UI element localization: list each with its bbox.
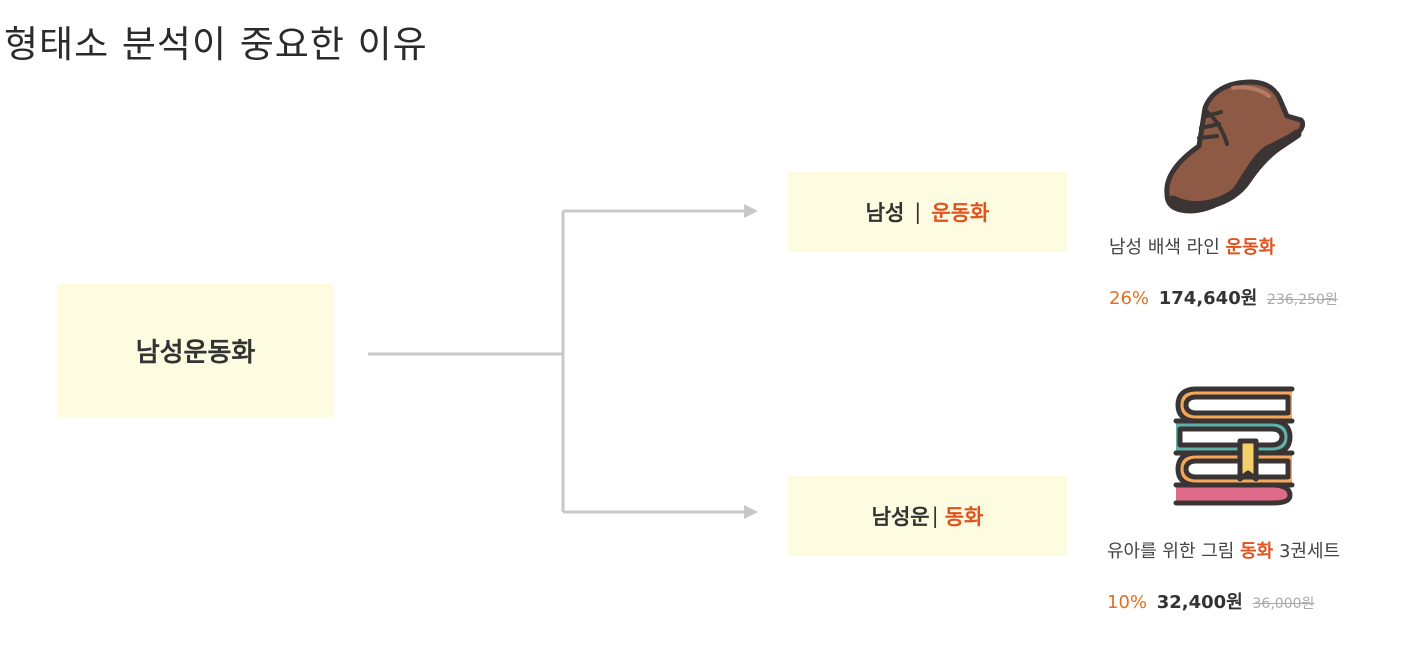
product-name-prefix: 남성 배색 라인 bbox=[1109, 237, 1226, 258]
split-left: 남성 bbox=[865, 201, 905, 225]
shoe-icon bbox=[1164, 79, 1305, 214]
product-name-shoe: 남성 배색 라인 운동화 bbox=[1109, 233, 1275, 259]
sale-price: 174,640원 bbox=[1158, 288, 1258, 309]
sale-price: 32,400원 bbox=[1156, 592, 1243, 613]
arrowhead-top bbox=[744, 204, 758, 218]
query-text: 남성운동화 bbox=[135, 338, 256, 368]
product-name-prefix: 유아를 위한 그림 bbox=[1107, 541, 1241, 562]
split-right: 운동화 bbox=[931, 201, 990, 225]
original-price: 236,250원 bbox=[1267, 292, 1338, 308]
split-separator: | bbox=[931, 504, 939, 528]
split-box-wrong: 남성운 | 동화 bbox=[788, 476, 1067, 556]
price-row-books: 10% 32,400원 36,000원 bbox=[1107, 588, 1314, 614]
books-icon bbox=[1173, 386, 1295, 506]
split-box-correct: 남성 | 운동화 bbox=[788, 172, 1067, 252]
discount-rate: 26% bbox=[1109, 288, 1150, 309]
original-price: 36,000원 bbox=[1252, 596, 1315, 612]
query-box: 남성운동화 bbox=[57, 284, 334, 417]
split-separator: | bbox=[914, 200, 922, 224]
product-name-suffix: 3권세트 bbox=[1273, 541, 1341, 562]
arrowhead-bottom bbox=[744, 505, 758, 519]
page-title: 형태소 분석이 중요한 이유 bbox=[4, 23, 428, 66]
discount-rate: 10% bbox=[1107, 592, 1148, 613]
price-row-shoe: 26% 174,640원 236,250원 bbox=[1109, 284, 1338, 310]
product-name-highlight: 동화 bbox=[1240, 541, 1274, 562]
split-right: 동화 bbox=[944, 505, 984, 529]
split-left: 남성운 bbox=[871, 505, 930, 529]
product-name-books: 유아를 위한 그림 동화 3권세트 bbox=[1107, 537, 1340, 563]
product-name-highlight: 운동화 bbox=[1225, 237, 1276, 258]
